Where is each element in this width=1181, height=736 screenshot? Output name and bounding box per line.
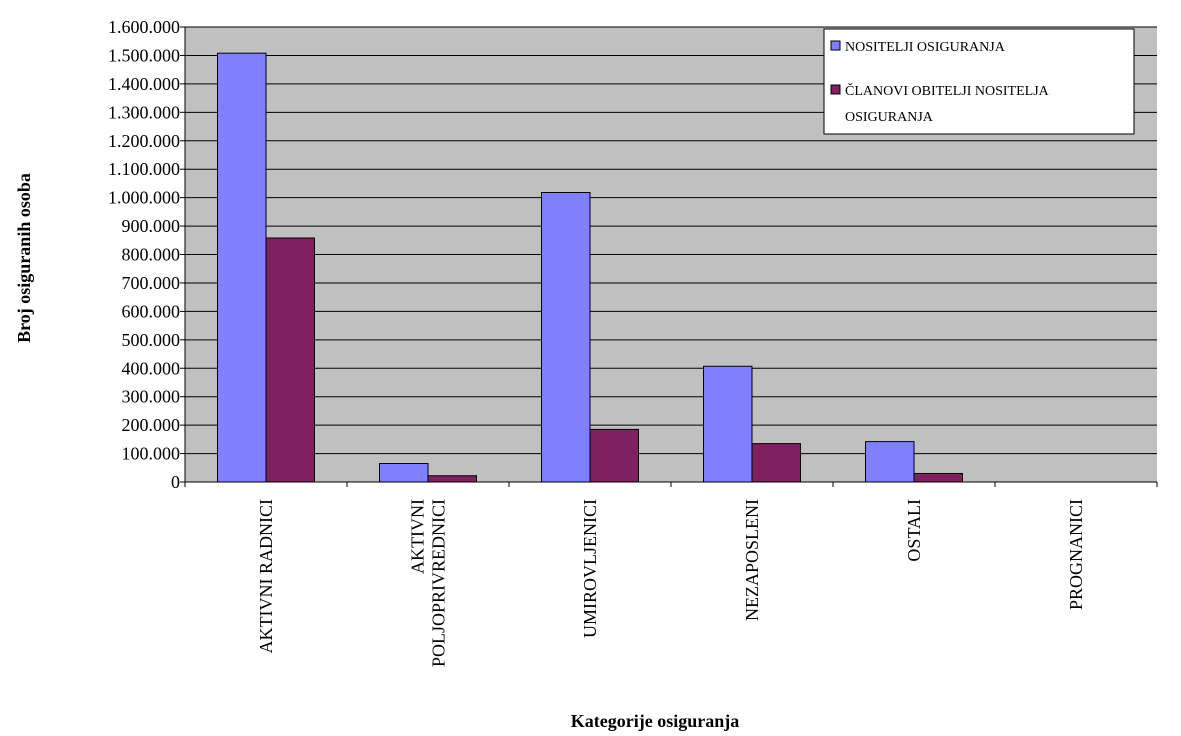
y-tick-label: 200.000 [122,415,181,435]
x-tick-label: OSTALI [904,499,924,562]
bar [589,428,639,483]
y-tick-label: 1.100.000 [108,159,180,179]
y-tick-label: 700.000 [122,273,181,293]
legend-label: OSIGURANJA [845,110,934,125]
bar [379,463,429,483]
x-tick-label: AKTIVNI [408,499,428,574]
y-tick-label: 400.000 [122,358,181,378]
y-tick-label: 1.500.000 [108,45,180,65]
x-tick-label: NEZAPOSLENI [742,499,762,621]
bar [865,441,915,483]
bar [427,475,477,483]
y-tick-label: 1.000.000 [108,188,180,208]
bar [541,192,591,483]
legend: NOSITELJI OSIGURANJA ČLANOVI OBITELJI NOS… [823,28,1135,135]
legend-swatch [830,84,841,95]
y-tick-label: 0 [171,472,180,492]
legend-label: NOSITELJI OSIGURANJA [845,40,1006,55]
legend-label: ČLANOVI OBITELJI NOSITELJA [845,82,1050,99]
bar [913,472,963,483]
x-tick-label: UMIROVLJENICI [580,499,600,638]
x-tick-label: POLJOPRIVREDNICI [429,499,449,667]
y-tick-label: 1.600.000 [108,17,180,37]
y-tick-label: 100.000 [122,444,181,464]
legend-swatch [830,40,841,51]
x-axis-tick-labels: AKTIVNI RADNICI AKTIVNI POLJOPRIVREDNICI UM… [256,499,1086,667]
bar [217,52,267,483]
x-tick-label: AKTIVNI RADNICI [256,499,276,653]
y-tick-label: 900.000 [122,216,181,236]
x-axis-title: Kategorije osiguranja [571,711,739,731]
y-tick-label: 1.400.000 [108,74,180,94]
x-tick-label: PROGNANICI [1066,499,1086,610]
bar [751,443,801,483]
y-axis-tick-labels: 0 100.000 200.000 300.000 400.000 500.000 600.… [108,17,180,492]
bar [265,237,315,483]
y-tick-label: 500.000 [122,330,181,350]
y-tick-label: 300.000 [122,387,181,407]
y-tick-label: 1.300.000 [108,102,180,122]
bar [703,365,753,483]
legend-box [823,28,1135,135]
y-tick-label: 800.000 [122,245,181,265]
y-axis-title: Broj osiguranih osoba [14,173,34,343]
y-tick-label: 600.000 [122,301,181,321]
y-tick-label: 1.200.000 [108,131,180,151]
